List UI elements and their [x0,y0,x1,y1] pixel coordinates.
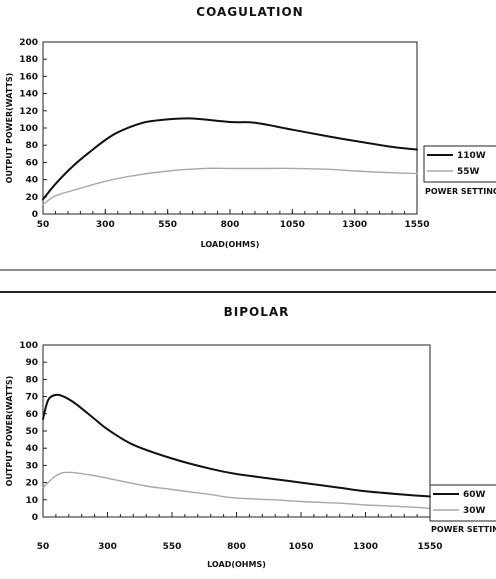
x-tick-label: 1050 [280,220,305,230]
y-axis-label: OUTPUT POWER(WATTS) [5,73,14,184]
x-tick-label: 50 [37,542,50,552]
y-tick-label: 60 [25,158,38,168]
x-axis-label: LOAD(OHMS) [201,240,260,249]
x-tick-label: 1050 [288,542,313,552]
y-tick-label: 140 [19,90,38,100]
x-tick-label: 300 [98,542,117,552]
legend-frame [423,145,496,183]
y-tick-label: 0 [32,513,38,523]
y-tick-label: 10 [25,496,38,506]
x-axis-label: LOAD(OHMS) [207,560,266,569]
y-axis-label: OUTPUT POWER(WATTS) [5,376,14,487]
x-tick-label: 1300 [342,220,367,230]
legend-frame [429,484,496,522]
y-tick-label: 160 [19,72,38,82]
y-tick-label: 200 [19,38,38,48]
series-line-110w [42,117,418,201]
x-tick-label: 300 [96,220,115,230]
y-tick-label: 20 [25,479,38,489]
y-tick-label: 50 [25,427,38,437]
y-tick-label: 80 [25,141,38,151]
legend-label: 30W [463,506,486,516]
x-tick-label: 800 [221,220,240,230]
legend-title: POWER SETTING [431,525,496,534]
legend-label: 60W [463,490,486,500]
y-tick-label: 100 [19,124,38,134]
x-tick-label: 1300 [353,542,378,552]
x-tick-label: 550 [163,542,182,552]
y-tick-label: 20 [25,193,38,203]
bipolar-chart: BIPOLAR 0 10 20 30 40 50 60 70 80 90 100 50 300 550 800… [5,305,496,569]
y-tick-label: 120 [19,107,38,117]
y-tick-label: 0 [32,210,38,220]
y-tick-label: 60 [25,410,38,420]
x-tick-label: 1550 [417,542,442,552]
y-tick-label: 70 [25,393,38,403]
y-tick-label: 80 [25,375,38,385]
legend-label: 55W [457,167,480,177]
legend-title: POWER SETTING [425,187,496,196]
series-line-60w [42,393,431,498]
series-line-30w [42,471,431,510]
y-tick-label: 100 [19,341,38,351]
chart-title: BIPOLAR [224,305,290,319]
x-tick-label: 550 [158,220,177,230]
y-tick-label: 30 [25,461,38,471]
x-tick-label: 800 [227,542,246,552]
chart-title: COAGULATION [196,5,303,19]
x-tick-label: 50 [37,220,50,230]
legend-label: 110W [457,151,486,161]
y-tick-label: 40 [25,176,38,186]
y-tick-label: 90 [25,358,38,368]
series-line-55w [42,167,418,206]
x-tick-label: 1550 [404,220,429,230]
plot-frame [42,41,418,215]
y-tick-label: 180 [19,55,38,65]
y-tick-label: 40 [25,444,38,454]
coagulation-chart: COAGULATION 0 20 40 60 80 100 120 140 160 180 200 50… [5,5,496,249]
